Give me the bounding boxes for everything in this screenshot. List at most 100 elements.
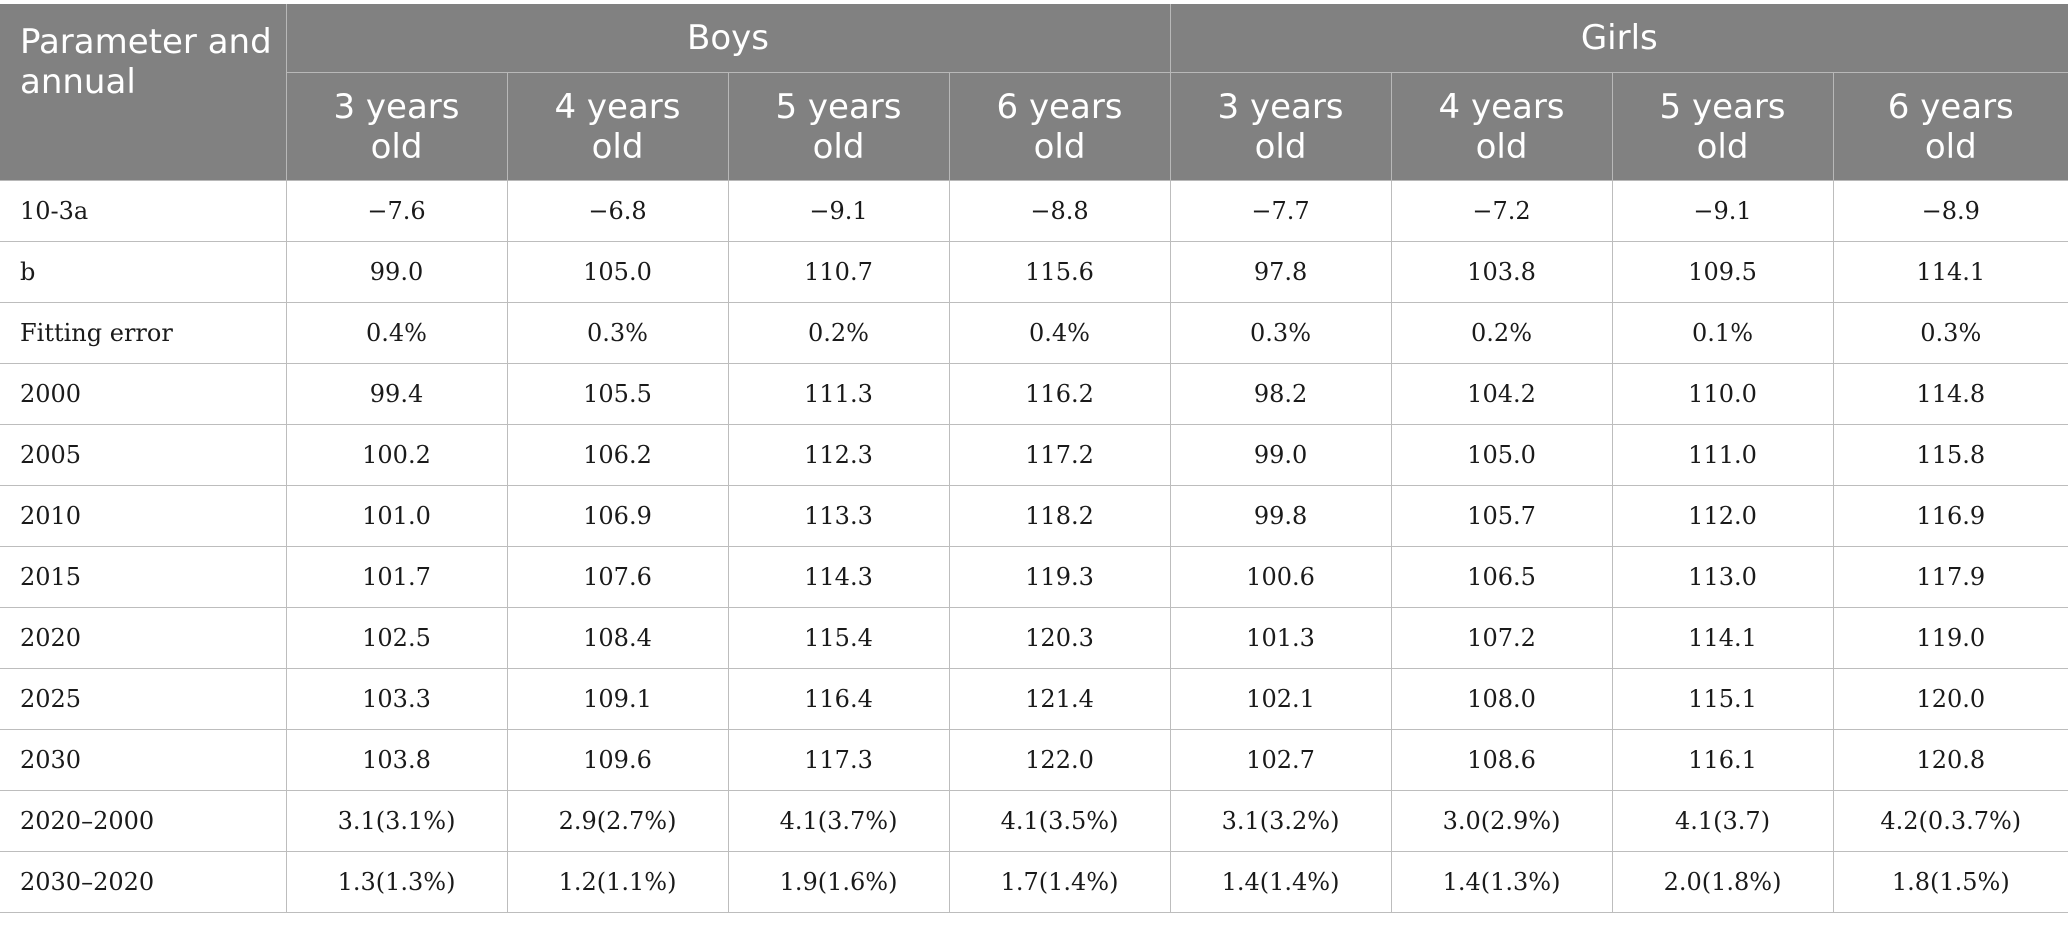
header-age-boys-5: 5 years old: [728, 72, 950, 181]
table-cell: 102.1: [1170, 668, 1392, 730]
table-cell: 113.0: [1612, 546, 1834, 608]
table-cell: 100.2: [286, 424, 508, 486]
table-cell: 4.1(3.7%): [728, 790, 950, 852]
table-cell: 108.4: [507, 607, 729, 669]
table-cell: 108.6: [1391, 729, 1613, 791]
table-cell: 111.3: [728, 363, 950, 425]
table-cell: 100.6: [1170, 546, 1392, 608]
table-cell: 0.4%: [949, 302, 1171, 364]
header-age-boys-3: 3 years old: [286, 72, 508, 181]
table-cell: −7.2: [1391, 180, 1613, 242]
table-cell: 115.4: [728, 607, 950, 669]
header-age-line: old: [812, 127, 865, 167]
table-cell: 1.7(1.4%): [949, 851, 1171, 913]
table-row: 2015 101.7 107.6 114.3 119.3 100.6 106.5 113.0 1…: [0, 546, 2068, 608]
header-age-line: 4 years: [1438, 87, 1565, 127]
table-cell: 118.2: [949, 485, 1171, 547]
row-label: b: [0, 241, 287, 303]
table-cell: 99.8: [1170, 485, 1392, 547]
table-row: Fitting error 0.4% 0.3% 0.2% 0.4% 0.3% 0.2% 0.1…: [0, 302, 2068, 364]
table-cell: −9.1: [1612, 180, 1834, 242]
table-cell: 106.5: [1391, 546, 1613, 608]
table-row: 2010 101.0 106.9 113.3 118.2 99.8 105.7 112.0 11…: [0, 485, 2068, 547]
table-row: 10-3a −7.6 −6.8 −9.1 −8.8 −7.7 −7.2 −9.1 −8.9: [0, 180, 2068, 242]
table-cell: 105.5: [507, 363, 729, 425]
table-cell: 99.0: [286, 241, 508, 303]
row-label: 2000: [0, 363, 287, 425]
table-cell: 0.3%: [507, 302, 729, 364]
table-cell: 110.7: [728, 241, 950, 303]
table-cell: 116.2: [949, 363, 1171, 425]
table-cell: 119.3: [949, 546, 1171, 608]
row-label: 2015: [0, 546, 287, 608]
table-cell: 99.0: [1170, 424, 1392, 486]
table-cell: 102.7: [1170, 729, 1392, 791]
table-cell: 116.9: [1833, 485, 2068, 547]
table-cell: 119.0: [1833, 607, 2068, 669]
table-cell: 109.5: [1612, 241, 1834, 303]
table-row: 2025 103.3 109.1 116.4 121.4 102.1 108.0 115.1 1…: [0, 668, 2068, 730]
row-label: 10-3a: [0, 180, 287, 242]
header-age-girls-6: 6 years old: [1833, 72, 2068, 181]
data-table: Parameter and annual Boys Girls 3 years o…: [0, 4, 2068, 913]
table-cell: 3.0(2.9%): [1391, 790, 1613, 852]
table-cell: 114.1: [1833, 241, 2068, 303]
table-cell: 115.8: [1833, 424, 2068, 486]
row-label: 2020–2000: [0, 790, 287, 852]
table-cell: 112.0: [1612, 485, 1834, 547]
table-row: 2030–2020 1.3(1.3%) 1.2(1.1%) 1.9(1.6%) 1.7(…: [0, 851, 2068, 913]
table-cell: 105.7: [1391, 485, 1613, 547]
table-cell: 0.4%: [286, 302, 508, 364]
header-age-line: 5 years: [1659, 87, 1786, 127]
header-age-girls-3: 3 years old: [1170, 72, 1392, 181]
table-cell: 1.8(1.5%): [1833, 851, 2068, 913]
table-cell: 109.1: [507, 668, 729, 730]
table-cell: 4.1(3.5%): [949, 790, 1171, 852]
table-cell: 1.9(1.6%): [728, 851, 950, 913]
table-cell: 3.1(3.2%): [1170, 790, 1392, 852]
table-cell: 117.2: [949, 424, 1171, 486]
header-age-line: old: [591, 127, 644, 167]
header-age-girls-5: 5 years old: [1612, 72, 1834, 181]
header-age-line: old: [1924, 127, 1977, 167]
table-cell: 0.2%: [1391, 302, 1613, 364]
table-header: Parameter and annual Boys Girls 3 years o…: [0, 4, 2068, 181]
header-row-ages: 3 years old 4 years old 5 years old 6 years…: [0, 72, 2068, 181]
table-cell: 107.6: [507, 546, 729, 608]
table-cell: 108.0: [1391, 668, 1613, 730]
table-cell: 103.8: [286, 729, 508, 791]
table-cell: −7.7: [1170, 180, 1392, 242]
table-cell: 117.3: [728, 729, 950, 791]
table-cell: 101.7: [286, 546, 508, 608]
header-corner-label: Parameter and annual: [0, 4, 287, 181]
table-cell: 120.0: [1833, 668, 2068, 730]
table-row: 2030 103.8 109.6 117.3 122.0 102.7 108.6 116.1 1…: [0, 729, 2068, 791]
table-cell: −8.9: [1833, 180, 2068, 242]
header-group-boys: Boys: [286, 4, 1171, 73]
table-cell: 98.2: [1170, 363, 1392, 425]
header-age-girls-4: 4 years old: [1391, 72, 1613, 181]
table-cell: 115.6: [949, 241, 1171, 303]
row-label: 2020: [0, 607, 287, 669]
table-cell: 1.3(1.3%): [286, 851, 508, 913]
table-row: b 99.0 105.0 110.7 115.6 97.8 103.8 109.5 114.1: [0, 241, 2068, 303]
table-cell: 109.6: [507, 729, 729, 791]
table-cell: 116.1: [1612, 729, 1834, 791]
table-cell: 4.2(0.3.7%): [1833, 790, 2068, 852]
table-cell: −6.8: [507, 180, 729, 242]
table-cell: 1.4(1.3%): [1391, 851, 1613, 913]
header-age-line: 5 years: [775, 87, 902, 127]
table-cell: 115.1: [1612, 668, 1834, 730]
header-age-line: old: [1033, 127, 1086, 167]
table-cell: 0.3%: [1833, 302, 2068, 364]
row-label: 2005: [0, 424, 287, 486]
table-row: 2020 102.5 108.4 115.4 120.3 101.3 107.2 114.1 1…: [0, 607, 2068, 669]
table-cell: 4.1(3.7): [1612, 790, 1834, 852]
table-cell: 113.3: [728, 485, 950, 547]
row-label: 2025: [0, 668, 287, 730]
table-cell: 103.3: [286, 668, 508, 730]
table-cell: 0.3%: [1170, 302, 1392, 364]
table-cell: −7.6: [286, 180, 508, 242]
table-cell: 3.1(3.1%): [286, 790, 508, 852]
table-cell: 114.1: [1612, 607, 1834, 669]
